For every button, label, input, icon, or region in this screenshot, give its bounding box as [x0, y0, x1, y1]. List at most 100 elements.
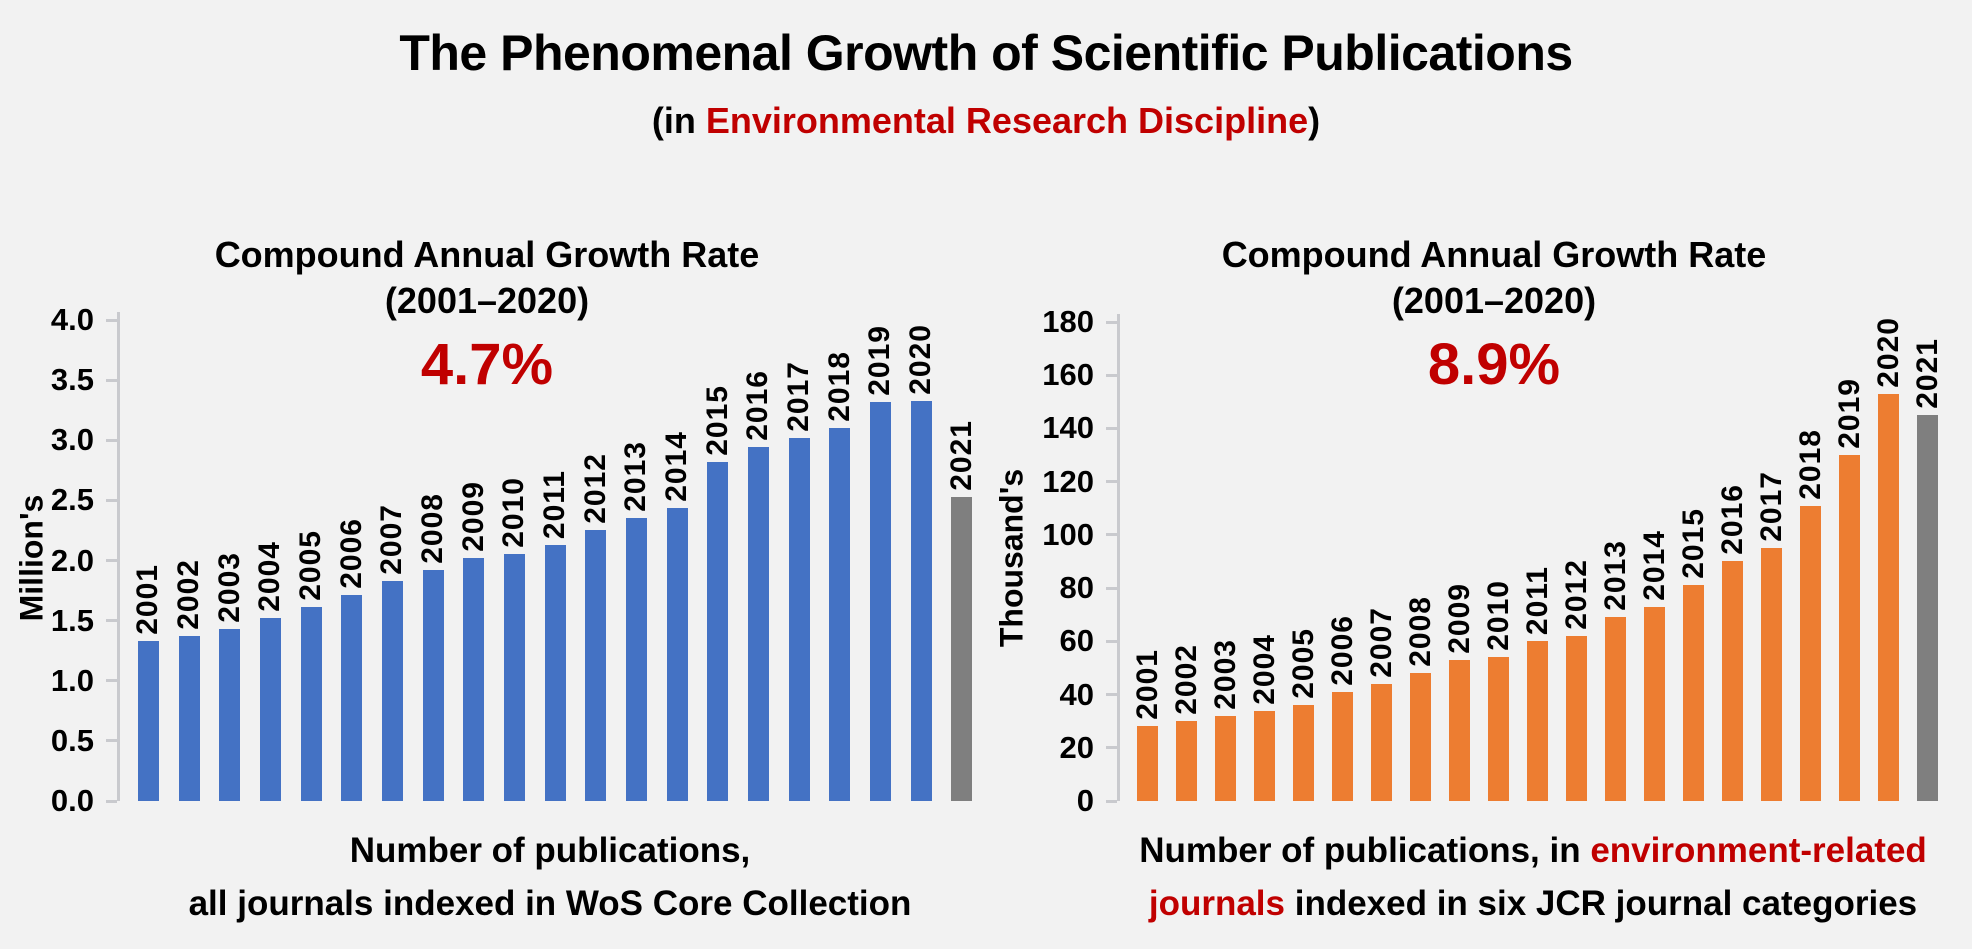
bar	[381, 581, 403, 801]
bar	[1800, 506, 1821, 801]
y-tick-mark	[106, 378, 117, 382]
y-tick-mark	[1106, 799, 1117, 803]
right-chart-caption: Number of publications, in environment-r…	[1103, 824, 1963, 930]
bar	[1917, 415, 1938, 801]
bar	[707, 462, 729, 801]
subtitle-prefix: (in	[651, 100, 706, 141]
left-cagr-period: (2001–2020)	[384, 280, 590, 321]
right-cagr-block: Compound Annual Growth Rate (2001–2020) …	[1134, 232, 1854, 398]
year-label: 2011	[538, 469, 571, 539]
bar	[1722, 561, 1743, 801]
bar	[1566, 636, 1587, 801]
y-tick-mark	[1106, 480, 1117, 484]
year-label: 2005	[1286, 628, 1320, 699]
y-tick-mark	[106, 559, 117, 562]
y-tick-mark	[106, 739, 117, 743]
y-tick-mark	[1106, 373, 1117, 377]
year-label: 2019	[1832, 378, 1866, 449]
y-tick-mark	[1106, 639, 1117, 643]
bar	[1254, 711, 1275, 801]
year-label: 2010	[497, 477, 531, 548]
year-label: 2016	[741, 370, 775, 441]
year-label: 2016	[1715, 484, 1749, 555]
bar	[137, 641, 159, 801]
y-tick-mark	[106, 438, 117, 442]
y-tick-mark	[1106, 320, 1117, 324]
bar	[219, 629, 241, 801]
caption-segment: journals	[1148, 884, 1285, 923]
y-tick-label: 40	[1059, 676, 1094, 712]
year-label: 2004	[1247, 634, 1281, 705]
y-tick-label: 0	[1076, 783, 1094, 818]
bar	[910, 401, 932, 801]
y-tick-label: 160	[1042, 357, 1094, 393]
year-label: 2018	[1793, 429, 1827, 500]
year-label: 2012	[578, 453, 612, 524]
subtitle-highlight: Environmental Research Discipline	[705, 100, 1309, 141]
bar	[422, 570, 444, 801]
left-cagr-value: 4.7%	[420, 332, 554, 397]
year-label: 2021	[1910, 338, 1944, 409]
y-tick-mark	[106, 679, 117, 683]
y-tick-mark	[106, 619, 117, 623]
year-label: 2011	[1520, 565, 1554, 635]
left-plot-area: 0.0 0.5 1.0 1.5 2.0 2.5 3.0 3.5 4.0 2001 2002 2003 2…	[51, 302, 990, 818]
year-label: 2021	[944, 420, 978, 491]
year-label: 2007	[375, 504, 409, 575]
bar	[1137, 726, 1158, 801]
bar	[1449, 660, 1470, 801]
y-tick-mark	[1106, 586, 1117, 590]
caption-segment: indexed in six JCR journal categories	[1285, 884, 1918, 923]
year-label: 2002	[172, 559, 205, 630]
bar	[747, 447, 769, 801]
y-tick-label: 140	[1042, 410, 1094, 446]
bar	[1683, 585, 1704, 801]
bar	[1644, 607, 1665, 801]
y-tick-label: 3.0	[50, 422, 94, 458]
right-cagr-period: (2001–2020)	[1391, 280, 1597, 321]
year-label: 2019	[863, 325, 897, 396]
y-tick-label: 20	[1059, 729, 1094, 765]
y-tick-label: 100	[1042, 516, 1094, 552]
left-cagr-title: Compound Annual Growth Rate	[214, 234, 760, 275]
year-label: 2015	[1676, 508, 1710, 579]
right-cagr-title: Compound Annual Growth Rate	[1221, 234, 1767, 275]
bar	[951, 497, 973, 801]
year-label: 2005	[294, 530, 327, 601]
caption-line: Number of publications, in environment-r…	[1103, 824, 1963, 877]
year-label: 2010	[1481, 580, 1515, 651]
caption-segment: Number of publications, in	[1139, 831, 1591, 870]
caption-segment: environment-related	[1590, 831, 1927, 870]
year-label: 2012	[1559, 559, 1593, 630]
bar	[1527, 641, 1548, 801]
y-tick-label: 80	[1059, 570, 1094, 606]
bar	[259, 618, 281, 801]
bar	[829, 428, 851, 801]
caption-line: Number of publications,	[150, 824, 950, 877]
year-label: 2020	[1871, 317, 1905, 388]
year-label: 2008	[416, 493, 449, 564]
bar	[1761, 548, 1782, 801]
year-label: 2002	[1169, 644, 1203, 715]
bar	[1176, 721, 1197, 801]
y-tick-label: 0.0	[50, 783, 94, 818]
bar	[1215, 716, 1236, 801]
y-tick-label: 60	[1059, 623, 1094, 659]
bar	[544, 545, 566, 801]
y-tick-label: 1.0	[50, 662, 94, 698]
y-tick-mark	[106, 318, 117, 322]
year-label: 2007	[1364, 607, 1398, 678]
year-label: 2017	[782, 361, 815, 432]
y-tick-label: 3.5	[50, 362, 94, 398]
y-tick-mark	[106, 799, 117, 803]
bar	[463, 558, 485, 801]
y-axis-line	[1117, 314, 1120, 801]
bar	[1293, 705, 1314, 801]
y-tick-mark	[1106, 533, 1117, 537]
bar	[666, 508, 688, 801]
caption-line: journals indexed in six JCR journal cate…	[1103, 877, 1963, 930]
y-tick-mark	[1106, 693, 1117, 697]
bar	[300, 607, 322, 801]
bar	[1605, 617, 1626, 801]
year-label: 2006	[334, 518, 368, 589]
